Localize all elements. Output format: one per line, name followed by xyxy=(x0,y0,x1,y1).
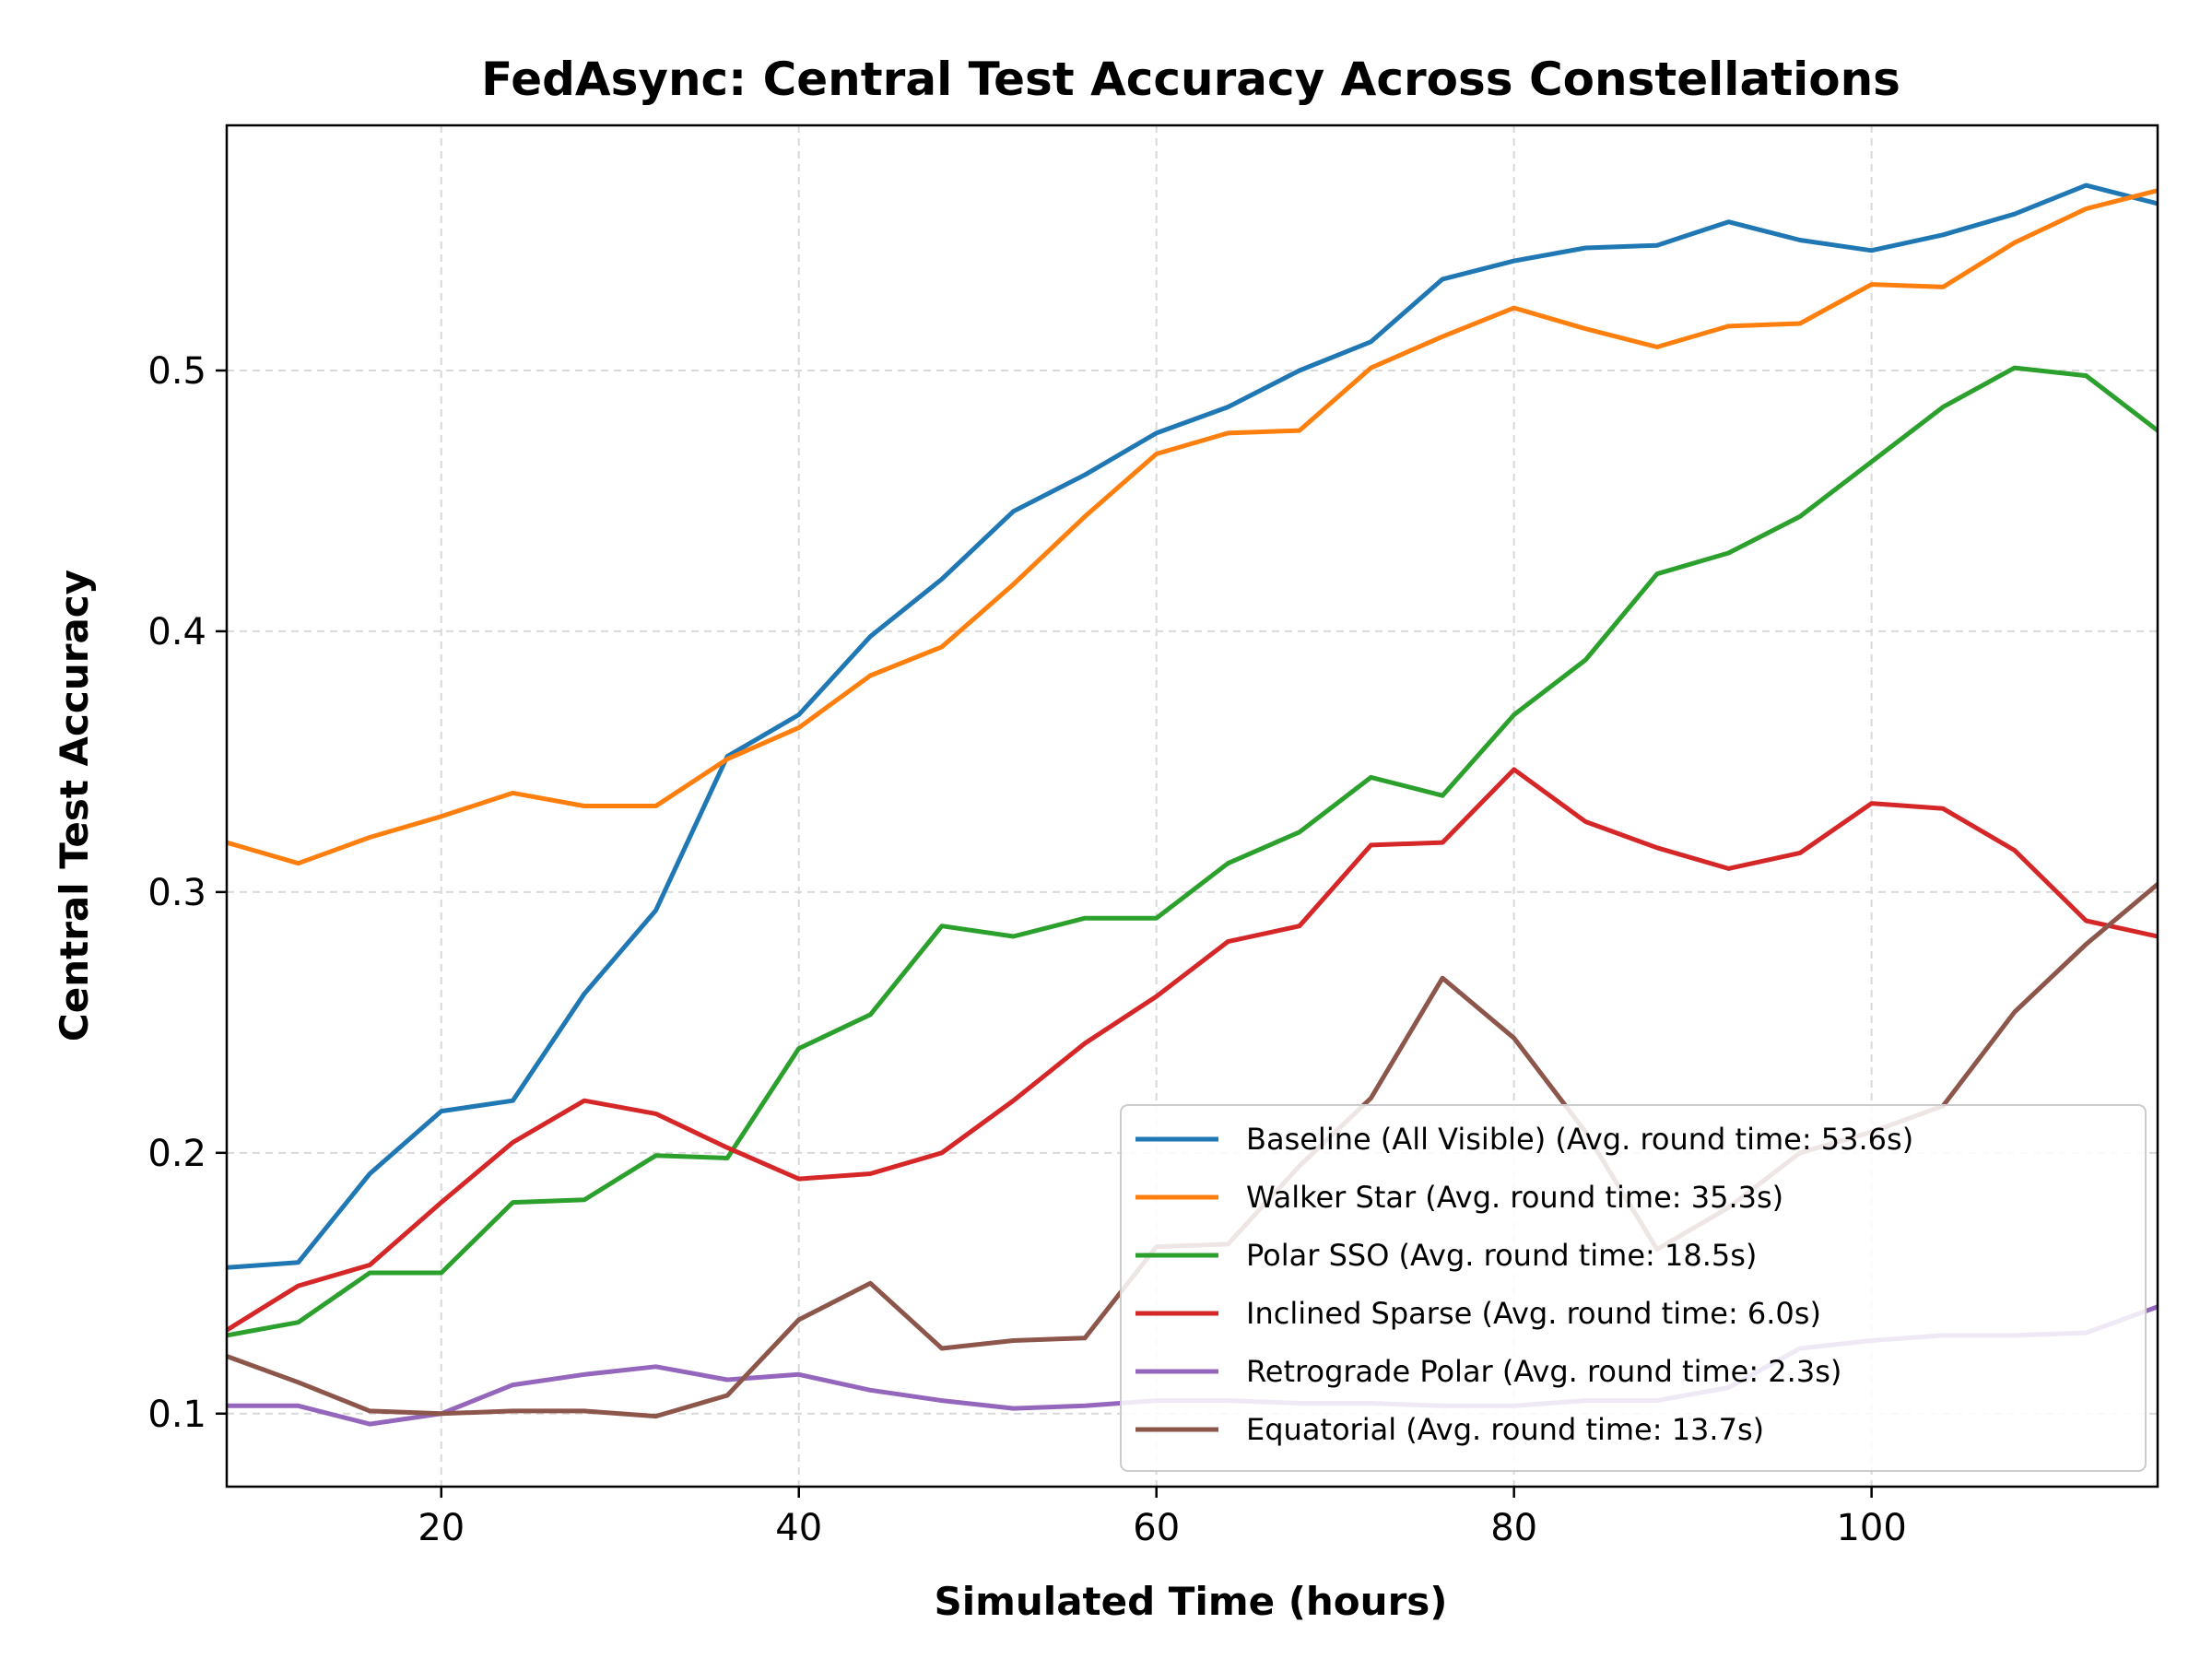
y-tick-label: 0.1 xyxy=(147,1394,206,1436)
legend: Baseline (All Visible) (Avg. round time:… xyxy=(1120,1104,2147,1472)
series-line-1 xyxy=(227,182,2158,1270)
x-axis-label: Simulated Time (hours) xyxy=(935,1579,1448,1624)
y-tick-label: 0.5 xyxy=(147,350,206,393)
legend-label: Retrograde Polar (Avg. round time: 2.3s) xyxy=(1246,1354,1841,1389)
x-tick-label: 20 xyxy=(418,1507,465,1549)
x-tick-label: 60 xyxy=(1133,1507,1180,1549)
x-tick-label: 100 xyxy=(1836,1507,1906,1549)
legend-label: Walker Star (Avg. round time: 35.3s) xyxy=(1246,1180,1783,1215)
x-tick-label: 80 xyxy=(1490,1507,1537,1549)
legend-label: Polar SSO (Avg. round time: 18.5s) xyxy=(1246,1238,1757,1273)
axis-ticks: 20 40 60 80 100 0.1 0.2 0.3 0.4 0.5 xyxy=(147,350,1906,1549)
series-line-3 xyxy=(227,365,2158,1338)
series-line-4 xyxy=(227,767,2158,1334)
series-line-2 xyxy=(227,188,2158,866)
y-tick-label: 0.4 xyxy=(147,611,206,653)
legend-label: Inclined Sparse (Avg. round time: 6.0s) xyxy=(1246,1296,1821,1331)
x-tick-label: 40 xyxy=(775,1507,822,1549)
legend-box xyxy=(1120,1104,2147,1472)
y-axis-label: Central Test Accuracy xyxy=(52,570,97,1041)
y-tick-label: 0.3 xyxy=(147,872,206,914)
y-tick-label: 0.2 xyxy=(147,1133,206,1175)
chart-title: FedAsync: Central Test Accuracy Across C… xyxy=(481,53,1900,106)
plot-frame xyxy=(225,124,2159,1488)
legend-label: Equatorial (Avg. round time: 13.7s) xyxy=(1246,1412,1764,1447)
legend-label: Baseline (All Visible) (Avg. round time:… xyxy=(1246,1122,1913,1157)
